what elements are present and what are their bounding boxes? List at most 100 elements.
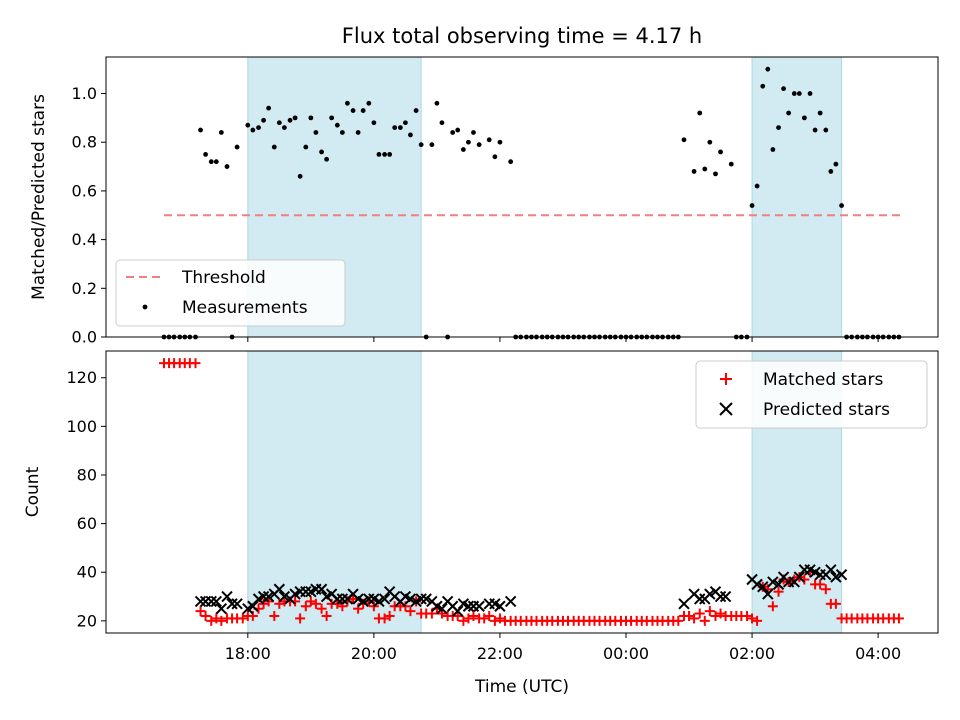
predicted-star-point: [221, 590, 233, 603]
legend-matched-label: Matched stars: [763, 370, 883, 390]
y-tick-label: 0.8: [72, 133, 97, 152]
x-tick-label: 04:00: [855, 644, 901, 663]
predicted-x-b: [436, 602, 448, 615]
predicted-x-b: [804, 564, 816, 576]
predicted-star-point: [205, 595, 217, 608]
predicted-x-b: [221, 590, 233, 603]
predicted-x-b: [714, 590, 727, 603]
y-tick-label: 60: [77, 514, 97, 533]
ratio-panel: 0.0 0.2 0.4 0.6 0.8 1.0 Matched/Predicted sta…: [29, 56, 939, 347]
ratio-panel-frame: [105, 56, 939, 338]
predicted-star-point: [257, 590, 270, 603]
matched-star-point: [195, 606, 206, 617]
matched-star-point: [752, 615, 763, 626]
predicted-star-point: [415, 593, 427, 605]
measurement-point: [213, 159, 219, 165]
matched-star-point: [211, 613, 222, 624]
y-tick-label: 100: [66, 417, 97, 436]
y-tick-label: 20: [77, 611, 97, 630]
predicted-star-point: [247, 600, 259, 612]
predicted-star-point: [315, 583, 328, 595]
measurement-point: [303, 144, 309, 150]
predicted-star-point: [452, 605, 464, 617]
matched-star-point: [494, 613, 505, 624]
predicted-x-b: [273, 583, 286, 595]
predicted-x-b: [363, 593, 375, 605]
legend-matched-swatch: [720, 373, 732, 385]
measurement-point: [392, 125, 398, 131]
observing-window-1: [751, 56, 843, 338]
y-tick-label: 80: [77, 465, 97, 484]
matched-star-point: [715, 608, 726, 619]
predicted-x-b: [205, 595, 217, 608]
measurement-point: [697, 110, 703, 116]
predicted-x-b: [431, 600, 443, 612]
measurement-point: [397, 125, 403, 131]
measurement-point: [754, 183, 760, 189]
matched-star-point: [820, 584, 831, 595]
predicted-x-b: [751, 578, 763, 591]
predicted-star-point: [762, 588, 774, 600]
measurement-point: [439, 120, 445, 126]
predicted-star-point: [678, 598, 690, 610]
predicted-x-b: [420, 593, 432, 605]
predicted-x-b: [300, 585, 312, 598]
measurement-point: [492, 154, 498, 160]
predicted-x-b: [352, 593, 364, 605]
matched-star-point: [479, 613, 490, 624]
ratio-legend: Threshold Measurements: [115, 259, 346, 327]
predicted-star-point: [473, 600, 485, 612]
predicted-x-b: [226, 598, 238, 610]
measurement-point: [765, 66, 771, 72]
matched-star-point: [310, 598, 321, 609]
predicted-star-point: [772, 578, 785, 591]
predicted-star-point: [835, 568, 848, 581]
y-tick-label: 1.0: [72, 84, 97, 103]
measurement-point: [812, 127, 818, 133]
matched-star-point: [489, 615, 500, 626]
predicted-star-point: [757, 581, 769, 593]
matched-star-point: [689, 613, 700, 624]
predicted-star-point: [194, 595, 207, 608]
matched-star-point: [295, 613, 306, 624]
legend-predicted-label: Predicted stars: [763, 400, 890, 420]
predicted-star-point: [462, 600, 475, 612]
measurement-point: [781, 86, 786, 92]
measurement-point: [476, 142, 482, 148]
predicted-star-point: [825, 564, 837, 576]
measurement-point: [823, 127, 829, 133]
predicted-star-point: [830, 571, 842, 583]
predicted-x-b: [315, 583, 328, 595]
predicted-x-b: [504, 595, 517, 608]
legend-predicted-swatch: [719, 402, 733, 416]
measurement-point: [376, 151, 382, 157]
predicted-star-point: [215, 602, 228, 615]
predicted-x-b: [494, 600, 506, 612]
count-legend: Matched stars Predicted stars: [695, 360, 928, 429]
measurement-point: [250, 127, 256, 133]
measurement-point: [297, 173, 303, 179]
predicted-x-b: [368, 593, 380, 605]
matched-star-point: [704, 606, 715, 617]
measurement-point: [817, 110, 823, 116]
measurement-point: [382, 151, 387, 157]
matched-star-point: [206, 615, 217, 626]
predicted-x-b: [325, 588, 338, 600]
matched-star-point: [190, 358, 201, 369]
matched-star-point: [484, 610, 495, 621]
predicted-star-point: [210, 595, 223, 608]
matched-star-point: [893, 613, 904, 624]
measurement-point: [276, 120, 282, 126]
measurement-point: [350, 108, 356, 113]
measurement-point: [281, 125, 287, 131]
measurement-point: [371, 120, 377, 126]
matched-star-point: [684, 610, 695, 621]
predicted-star-point: [504, 595, 517, 608]
predicted-x-b: [772, 578, 785, 591]
legend-threshold-label: Threshold: [181, 268, 266, 288]
predicted-star-point: [704, 588, 716, 600]
measurement-point: [266, 105, 272, 111]
legend-measurements-swatch: [142, 304, 148, 310]
measurement-point: [402, 120, 408, 126]
